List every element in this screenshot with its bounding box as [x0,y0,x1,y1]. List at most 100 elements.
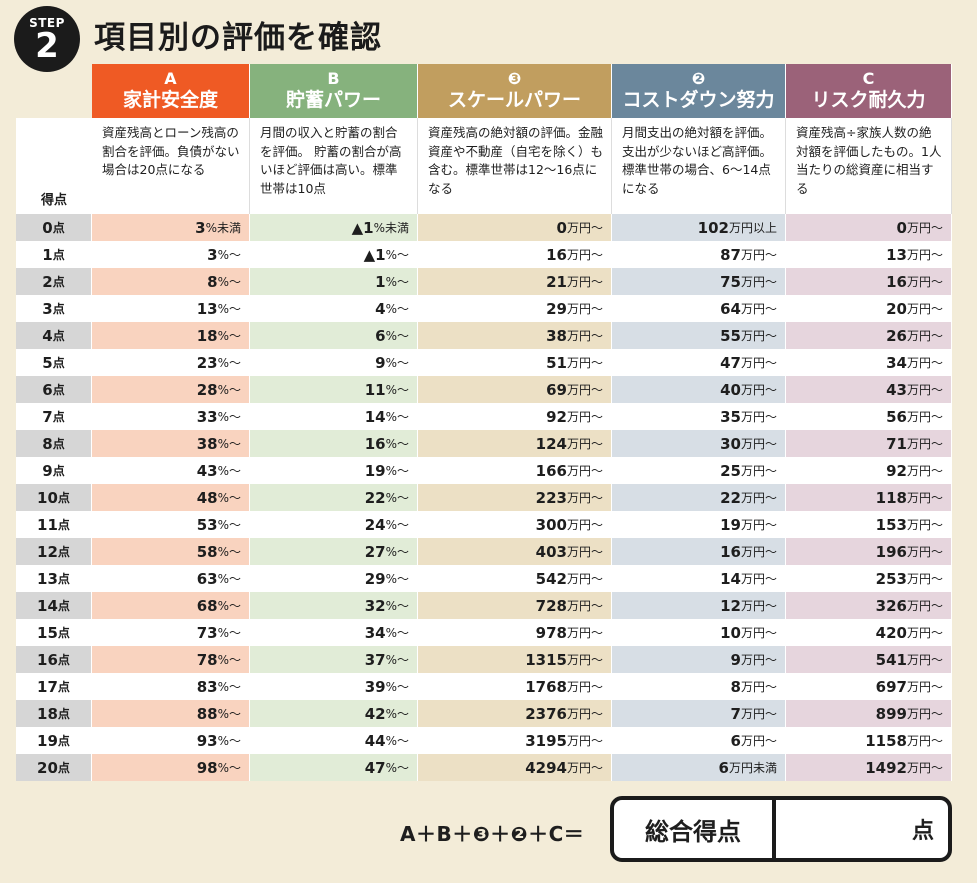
threshold-cell: 1 %〜 [250,268,418,295]
threshold-cell: 420 万円〜 [786,619,952,646]
score-unit: 点 [57,734,70,748]
threshold-cell: 6 万円〜 [612,727,786,754]
threshold-value: 38 [546,326,567,345]
score-value: 2 [42,272,53,291]
step-word: STEP [29,16,65,30]
threshold-value: 34 [364,623,386,642]
threshold-cell: 8 %〜 [92,268,250,295]
threshold-unit: 万円〜 [566,356,603,370]
threshold-cell: 47 万円〜 [612,349,786,376]
threshold-value: 3 [207,245,218,264]
threshold-unit: %〜 [217,275,241,289]
column-description: 月間の収入と貯蓄の割合を評価。 貯蓄の割合が高いほど評価は高い。標準世帯は10点 [250,118,418,214]
threshold-cell: 3195 万円〜 [418,727,612,754]
threshold-unit: 万円〜 [740,464,777,478]
threshold-value: 47 [720,353,741,372]
score-value: 0 [42,218,53,237]
score-unit: 点 [57,491,70,505]
column-description: 資産残高とローン残高の割合を評価。負債がない場合は20点になる [92,118,250,214]
threshold-cell: 26 万円〜 [786,322,952,349]
total-score-box: 総合得点 点 [610,796,952,862]
threshold-cell: 3 %〜 [92,241,250,268]
threshold-value: 3195 [525,731,567,750]
threshold-value: 3 [195,218,206,237]
threshold-unit: 万円〜 [740,275,777,289]
score-value: 10 [37,488,58,507]
total-score-label: 総合得点 [614,800,776,858]
threshold-cell: 43 万円〜 [786,376,952,403]
threshold-cell: 42 %〜 [250,700,418,727]
threshold-cell: 78 %〜 [92,646,250,673]
threshold-value: 102 [697,218,729,237]
threshold-value: 24 [364,515,386,534]
threshold-unit: 万円〜 [906,599,943,613]
column-name: スケールパワー [447,89,581,111]
threshold-value: 39 [364,677,386,696]
threshold-cell: 33 %〜 [92,403,250,430]
threshold-value: 18 [196,326,218,345]
threshold-value: 1315 [525,650,567,669]
threshold-value: 978 [535,623,567,642]
step-badge: STEP 2 [14,6,80,72]
threshold-cell: 3 %未満 [92,214,250,241]
threshold-unit: 万円〜 [740,356,777,370]
threshold-unit: 万円〜 [906,545,943,559]
column-name: コストダウン努力 [622,89,775,111]
threshold-value: 27 [364,542,386,561]
threshold-value: 1 [375,272,386,291]
threshold-value: 37 [364,650,386,669]
score-unit: 点 [52,383,65,397]
score-value: 5 [42,353,53,372]
threshold-cell: 16 万円〜 [612,538,786,565]
threshold-value: 697 [875,677,907,696]
score-unit: 点 [52,356,65,370]
threshold-cell: 16 万円〜 [786,268,952,295]
threshold-value: 75 [720,272,741,291]
threshold-unit: %〜 [385,518,409,532]
threshold-value: 403 [535,542,567,561]
threshold-cell: ▲1 %未満 [250,214,418,241]
threshold-unit: %〜 [385,626,409,640]
threshold-unit: %〜 [385,248,409,262]
threshold-cell: 22 万円〜 [612,484,786,511]
score-label: 19 点 [16,727,92,754]
threshold-cell: 34 %〜 [250,619,418,646]
threshold-unit: 万円〜 [906,572,943,586]
threshold-cell: 697 万円〜 [786,673,952,700]
threshold-value: 34 [886,353,907,372]
column-description: 月間支出の絶対額を評価。支出が少ないほど高評価。標準世帯の場合、6〜14点になる [612,118,786,214]
threshold-value: 78 [196,650,218,669]
threshold-unit: %〜 [217,410,241,424]
threshold-value: 13 [886,245,907,264]
threshold-cell: 35 万円〜 [612,403,786,430]
threshold-cell: ▲1 %〜 [250,241,418,268]
score-value: 8 [42,434,53,453]
threshold-unit: %〜 [217,491,241,505]
threshold-cell: 253 万円〜 [786,565,952,592]
threshold-cell: 25 万円〜 [612,457,786,484]
threshold-unit: 万円〜 [566,410,603,424]
threshold-value: 196 [875,542,907,561]
threshold-unit: 万円〜 [906,221,943,235]
score-label: 14 点 [16,592,92,619]
threshold-unit: 万円未満 [728,761,777,775]
threshold-value: 7 [730,704,741,723]
threshold-cell: 58 %〜 [92,538,250,565]
column-header: A 家計安全度 [92,64,250,118]
threshold-cell: 403 万円〜 [418,538,612,565]
threshold-value: 38 [196,434,218,453]
threshold-value: 2376 [525,704,567,723]
threshold-unit: 万円〜 [566,626,603,640]
threshold-value: 44 [364,731,386,750]
score-unit: 点 [57,518,70,532]
threshold-unit: 万円〜 [740,518,777,532]
threshold-unit: %〜 [385,734,409,748]
threshold-cell: 14 万円〜 [612,565,786,592]
threshold-value: 16 [546,245,567,264]
threshold-unit: 万円〜 [740,680,777,694]
threshold-value: 118 [875,488,907,507]
